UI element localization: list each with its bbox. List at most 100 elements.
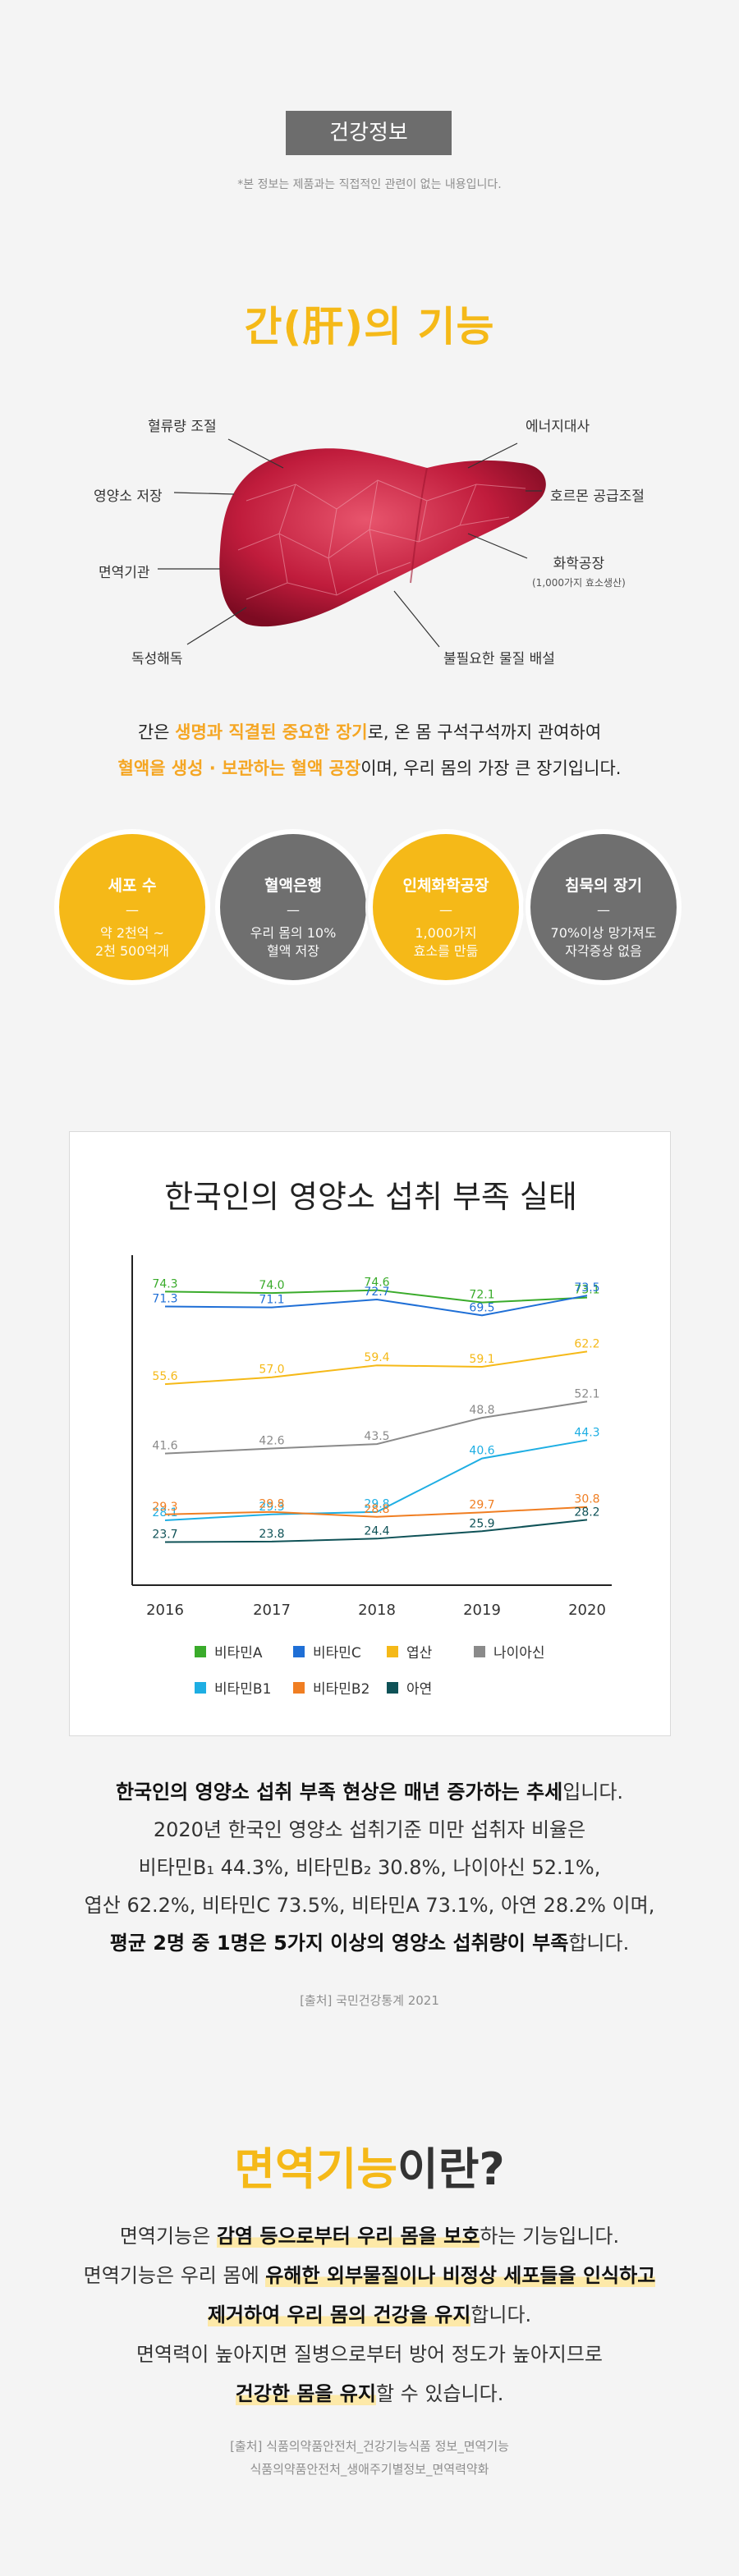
data-label: 69.5 xyxy=(469,1301,494,1314)
summary-line3: 비타민B₁ 44.3%, 비타민B₂ 30.8%, 나이아신 52.1%, xyxy=(138,1856,601,1879)
data-label: 71.1 xyxy=(259,1294,284,1307)
data-label: 59.4 xyxy=(364,1351,389,1364)
liver-shape xyxy=(219,448,546,627)
legend-swatch xyxy=(387,1645,398,1657)
legend-item: 엽산 xyxy=(387,1641,432,1662)
summary-line2: 2020년 한국인 영양소 섭취기준 미만 섭취자 비율은 xyxy=(153,1818,586,1841)
legend-swatch xyxy=(195,1681,206,1694)
immune-source-2: 식품의약품안전처_생애주기별정보_면역력약화 xyxy=(250,2462,489,2477)
data-label: 29.3 xyxy=(152,1501,177,1514)
data-label: 62.2 xyxy=(574,1337,599,1350)
data-label: 72.7 xyxy=(364,1286,389,1299)
data-label: 43.5 xyxy=(364,1430,389,1443)
immune-description: 면역기능은 감염 등으로부터 우리 몸을 보호하는 기능입니다. 면역기능은 우… xyxy=(0,2216,739,2413)
immune-line2: 면역기능은 우리 몸에 유해한 외부물질이나 비정상 세포들을 인식하고 xyxy=(83,2264,656,2287)
x-tick-label: 2017 xyxy=(253,1602,291,1619)
data-label: 28.1 xyxy=(152,1506,177,1519)
immune-line3: 제거하여 우리 몸의 건강을 유지합니다. xyxy=(207,2303,532,2326)
legend-item: 비타민B2 xyxy=(293,1677,370,1698)
liver-desc-line1: 간은 생명과 직결된 중요한 장기로, 온 몸 구석구석까지 관여하여 xyxy=(137,722,602,742)
data-label: 29.7 xyxy=(469,1498,494,1511)
data-label: 28.8 xyxy=(364,1503,389,1516)
legend-swatch xyxy=(195,1645,206,1657)
series-line-엽산 xyxy=(164,1350,588,1386)
data-label: 40.6 xyxy=(469,1445,494,1458)
legend-label: 비타민B2 xyxy=(313,1681,370,1698)
fact-circle-silent-organ: 침묵의 장기 — 70%이상 망가져도 자각증상 없음 xyxy=(526,829,682,985)
data-label: 57.0 xyxy=(259,1364,284,1377)
data-label: 73.5 xyxy=(574,1281,599,1295)
legend-label: 비타민C xyxy=(313,1645,361,1662)
series-line-비타민A xyxy=(164,1289,588,1304)
series-line-비타민C xyxy=(164,1295,588,1317)
data-label: 74.6 xyxy=(364,1277,389,1290)
legend-swatch xyxy=(387,1681,398,1694)
legend-label: 아연 xyxy=(406,1681,433,1698)
fact-circle-blood-bank: 혈액은행 — 우리 몸의 10% 혈액 저장 xyxy=(215,829,371,985)
data-label: 55.6 xyxy=(152,1370,177,1383)
data-label: 59.1 xyxy=(469,1353,494,1366)
series-line-비타민B1 xyxy=(164,1439,588,1521)
fact-circle-chem-factory: 인체화학공장 — 1,000가지 효소를 만듦 xyxy=(368,829,524,985)
legend-item: 아연 xyxy=(387,1677,432,1698)
label-immune-organ: 면역기관 xyxy=(99,565,150,581)
data-label: 72.1 xyxy=(469,1289,494,1302)
liver-illustration xyxy=(158,438,546,648)
summary-line5: 평균 2명 중 1명은 5가지 이상의 영양소 섭취량이 부족합니다. xyxy=(109,1932,630,1955)
data-label: 73.1 xyxy=(574,1284,599,1297)
data-label: 44.3 xyxy=(574,1426,599,1439)
legend-label: 나이아신 xyxy=(493,1645,545,1662)
immune-line5: 건강한 몸을 유지할 수 있습니다. xyxy=(235,2382,504,2405)
legend-item: 나이아신 xyxy=(474,1641,545,1662)
data-label: 25.9 xyxy=(469,1517,494,1530)
data-label: 29.8 xyxy=(259,1498,284,1511)
label-hormone: 호르몬 공급조절 xyxy=(550,488,645,505)
legend-item: 비타민A xyxy=(195,1641,263,1662)
label-chem-factory-sub: (1,000가지 효소생산) xyxy=(532,577,626,589)
immune-line1: 면역기능은 감염 등으로부터 우리 몸을 보호하는 기능입니다. xyxy=(119,2225,620,2248)
series-line-아연 xyxy=(164,1519,588,1543)
immune-line4: 면역력이 높아지면 질병으로부터 방어 정도가 높아지므로 xyxy=(135,2343,604,2366)
legend-swatch xyxy=(293,1681,305,1694)
legend-item: 비타민B1 xyxy=(195,1677,271,1698)
data-label: 24.4 xyxy=(364,1524,389,1538)
data-label: 42.6 xyxy=(259,1435,284,1448)
legend-item: 비타민C xyxy=(293,1641,361,1662)
data-label: 41.6 xyxy=(152,1440,177,1453)
x-tick-label: 2018 xyxy=(358,1602,396,1619)
immune-section-title: 면역기능이란? xyxy=(234,2143,505,2195)
data-label: 30.8 xyxy=(574,1493,599,1506)
label-blood-flow: 혈류량 조절 xyxy=(148,419,217,435)
data-label: 23.8 xyxy=(259,1528,284,1541)
liver-section-title: 간(肝)의 기능 xyxy=(244,303,495,351)
legend-swatch xyxy=(293,1645,305,1657)
series-line-비타민B2 xyxy=(164,1506,588,1518)
nutrient-chart-card: 한국인의 영양소 섭취 부족 실태 2016 2017 2018 2019 2020 74… xyxy=(69,1131,671,1736)
legend-label: 비타민B1 xyxy=(214,1681,272,1698)
x-tick-label: 2020 xyxy=(568,1602,606,1619)
summary-line4: 엽산 62.2%, 비타민C 73.5%, 비타민A 73.1%, 아연 28.… xyxy=(84,1894,655,1917)
label-excretion: 불필요한 물질 배설 xyxy=(443,651,555,667)
x-tick-label: 2016 xyxy=(146,1602,184,1619)
x-tick-label: 2019 xyxy=(463,1602,501,1619)
data-label: 48.8 xyxy=(469,1404,494,1417)
data-label: 74.0 xyxy=(259,1279,284,1292)
liver-description: 간은 생명과 직결된 중요한 장기로, 온 몸 구석구석까지 관여하여 혈액을 … xyxy=(0,714,739,786)
label-chem-factory-title: 화학공장 xyxy=(553,556,605,572)
label-detox: 독성해독 xyxy=(131,651,183,667)
legend-label: 엽산 xyxy=(406,1645,433,1662)
nutrient-summary: 한국인의 영양소 섭취 부족 현상은 매년 증가하는 추세입니다. 2020년 … xyxy=(0,1773,739,1962)
chart-title: 한국인의 영양소 섭취 부족 실태 xyxy=(164,1179,577,1215)
disclaimer-note: *본 정보는 제품과는 직접적인 관련이 없는 내용입니다. xyxy=(237,178,502,191)
health-info-badge: 건강정보 xyxy=(286,111,452,155)
data-label: 28.2 xyxy=(574,1506,599,1519)
label-chem-factory: 화학공장 (1,000가지 효소생산) xyxy=(532,552,626,589)
label-energy-metabolism: 에너지대사 xyxy=(526,419,590,435)
data-label: 29.8 xyxy=(364,1498,389,1511)
data-label: 23.7 xyxy=(152,1529,177,1542)
data-label: 71.3 xyxy=(152,1292,177,1305)
liver-desc-line2: 혈액을 생성 · 보관하는 혈액 공장이며, 우리 몸의 가장 큰 장기입니다. xyxy=(117,759,622,778)
legend-swatch xyxy=(474,1645,485,1657)
legend-label: 비타민A xyxy=(214,1645,263,1662)
label-nutrient-storage: 영양소 저장 xyxy=(94,488,163,505)
